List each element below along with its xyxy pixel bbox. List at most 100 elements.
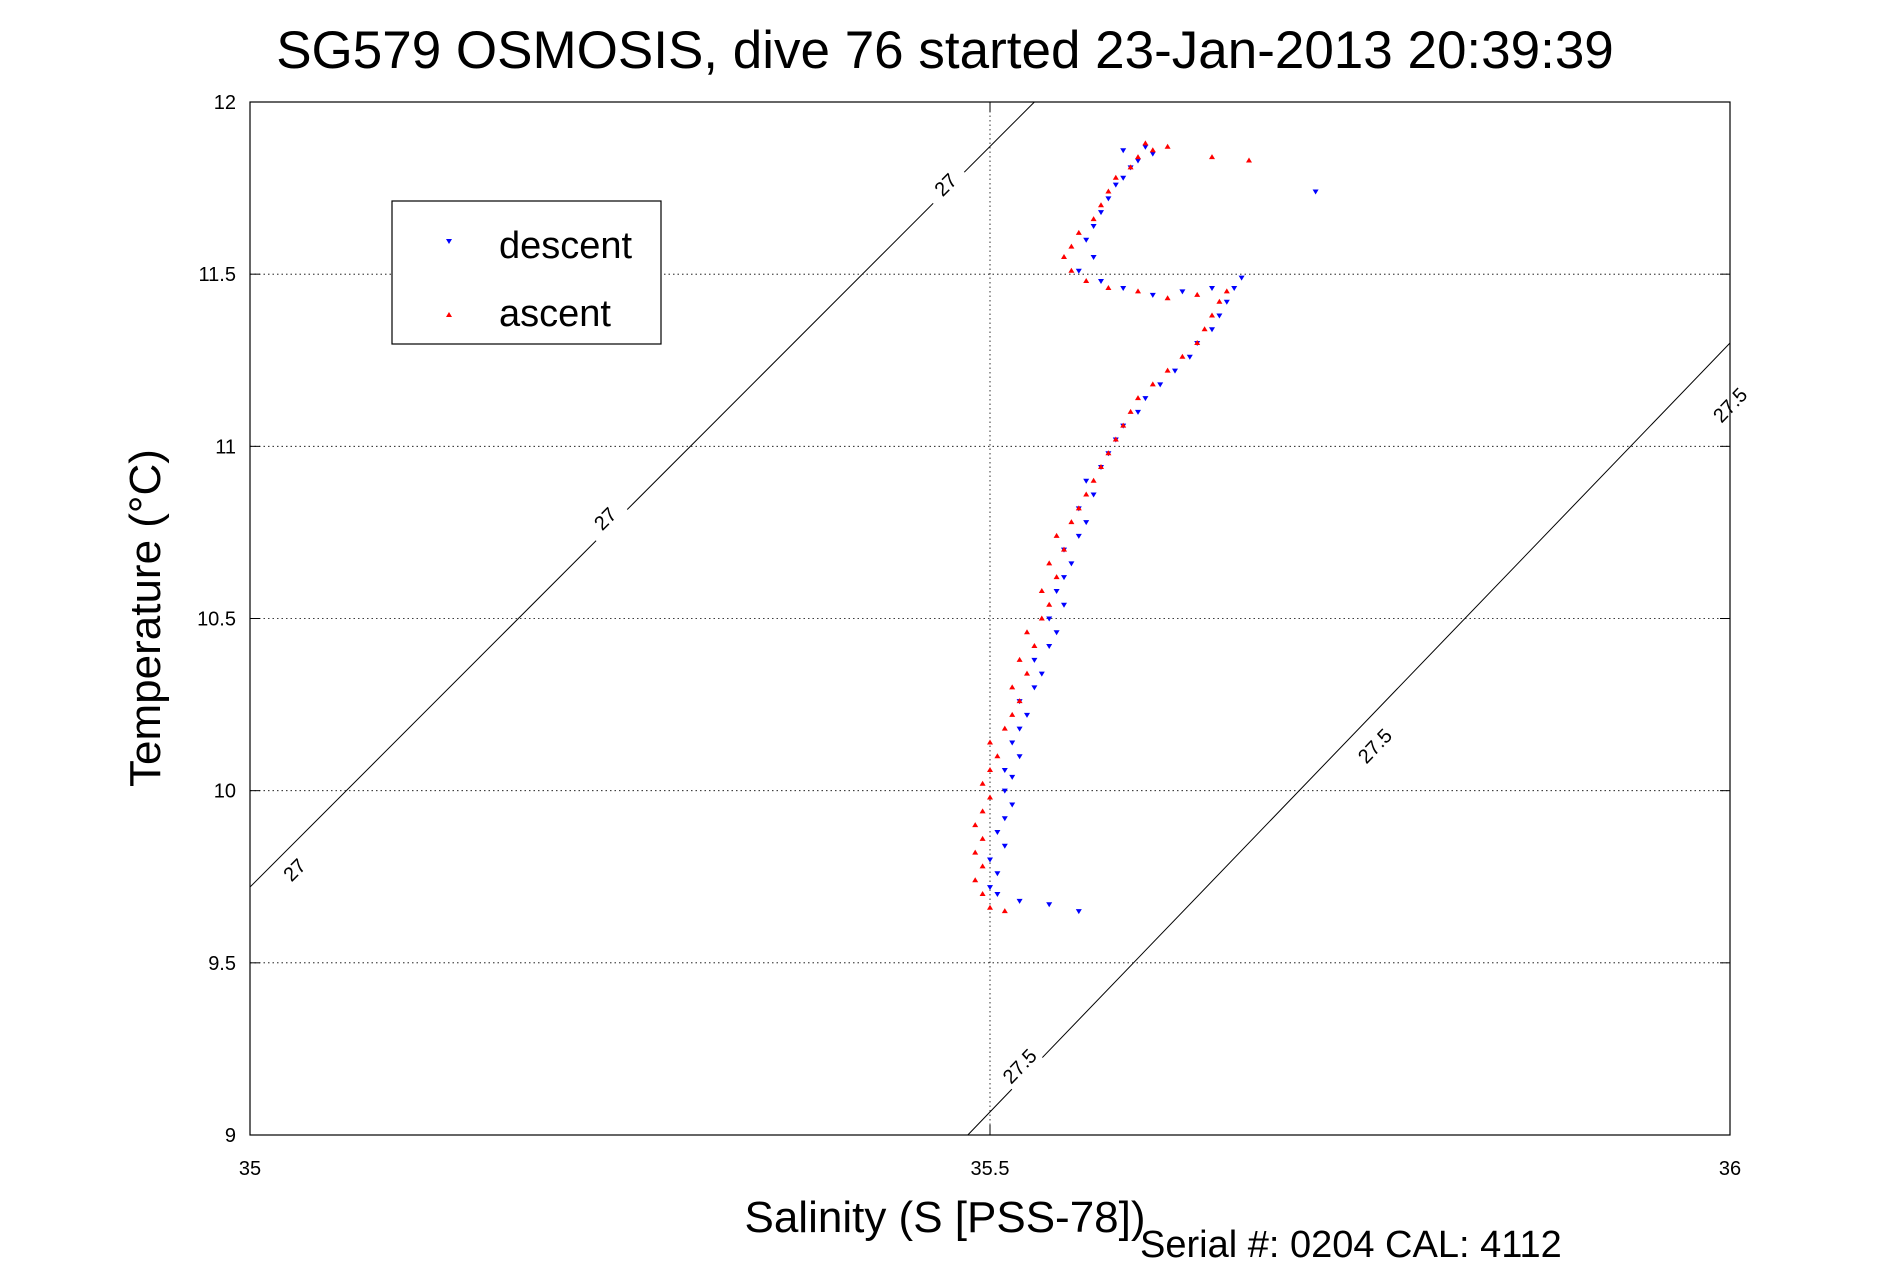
descent-point [1186, 354, 1193, 360]
ascent-point [1246, 157, 1252, 163]
y-tick-labels: 9 9.5 10 10.5 11 11.5 12 [197, 92, 236, 1147]
descent-point [1223, 299, 1230, 305]
y-tick-label: 10 [214, 781, 236, 803]
descent-point [1083, 237, 1090, 243]
x-tick-label: 35 [239, 1158, 261, 1180]
descent-point [1135, 409, 1141, 415]
ascent-point [1209, 312, 1215, 318]
ascent-point [1105, 188, 1112, 194]
descent-point [1075, 909, 1082, 915]
x-tick-label: 36 [1719, 1158, 1741, 1180]
descent-point [1157, 382, 1164, 388]
y-tick-label: 10.5 [197, 609, 236, 631]
descent-point [1016, 726, 1023, 732]
contour-label-background [581, 494, 630, 543]
ascent-point [1135, 395, 1141, 401]
ascent-point [1001, 908, 1008, 914]
ascent-point [1201, 326, 1208, 332]
descent-point [1038, 671, 1045, 677]
density-contour-line [967, 342, 1731, 1136]
ascent-point [1127, 164, 1134, 170]
ascent-point [1135, 154, 1141, 160]
ascent-point [1053, 532, 1060, 538]
ascent-point [979, 863, 986, 869]
descent-point [1061, 602, 1067, 608]
descent-point [1031, 657, 1038, 663]
descent-point [1053, 630, 1060, 636]
descent-point [1001, 768, 1008, 774]
ascent-point [987, 767, 993, 773]
y-tick-label: 9.5 [208, 953, 236, 975]
y-tick-label: 11.5 [199, 264, 236, 286]
ascent-point [1112, 436, 1119, 442]
descent-point [1172, 368, 1178, 374]
legend-descent-label: descent [499, 225, 633, 267]
ascent-point [1216, 298, 1223, 304]
descent-series [987, 144, 1319, 915]
ascent-point [1098, 463, 1104, 469]
ascent-point [1001, 725, 1008, 731]
ascent-point [1098, 202, 1104, 208]
ascent-point [1164, 295, 1171, 301]
descent-point [1031, 685, 1038, 691]
ascent-point [994, 753, 1001, 759]
contour-label-background [995, 1041, 1044, 1091]
descent-point [1231, 285, 1238, 291]
descent-point [1016, 898, 1023, 904]
ascent-point [1127, 408, 1134, 414]
ascent-point [1142, 140, 1149, 146]
legend: descent ascent [391, 200, 662, 345]
descent-point [1083, 520, 1090, 526]
ascent-point [979, 835, 986, 841]
ascent-point [1068, 243, 1075, 249]
descent-point [1024, 712, 1030, 718]
ascent-point [1209, 154, 1215, 160]
descent-point [1120, 148, 1127, 154]
ascent-point [1120, 422, 1127, 428]
descent-point [1075, 268, 1082, 274]
ascent-point [1083, 491, 1090, 497]
ascent-point [1223, 288, 1230, 294]
descent-point [994, 829, 1001, 835]
ascent-point [1164, 143, 1171, 149]
x-axis-label: Salinity (S [PSS-78]) [744, 1193, 1145, 1242]
ascent-point [1053, 574, 1060, 580]
ascent-point [1068, 267, 1075, 273]
grid-lines [250, 102, 1730, 1135]
ascent-point [972, 822, 979, 828]
ascent-point [1194, 340, 1201, 346]
descent-point [1209, 285, 1215, 291]
ascent-point [987, 794, 993, 800]
ascent-point [1083, 278, 1090, 284]
ascent-point [1075, 229, 1082, 235]
ascent-point [1038, 615, 1045, 621]
descent-point [1238, 275, 1245, 281]
x-tick-label: 35.5 [971, 1158, 1010, 1180]
legend-ascent-label: ascent [499, 293, 611, 335]
descent-point [1001, 816, 1008, 822]
descent-point [1209, 327, 1215, 333]
ascent-point [1024, 670, 1030, 676]
contour-label-background [1350, 721, 1399, 771]
descent-point [1098, 210, 1104, 216]
legend-ascent-marker [446, 312, 452, 317]
ascent-point [972, 849, 979, 855]
y-tick-label: 11 [215, 436, 236, 458]
descent-point [1120, 285, 1127, 291]
ascent-point [1179, 353, 1186, 359]
ascent-point [1009, 684, 1016, 690]
descent-point [1046, 902, 1053, 908]
ascent-point [979, 808, 986, 814]
descent-point [1179, 289, 1186, 295]
descent-point [1105, 196, 1112, 202]
ascent-point [1105, 284, 1112, 290]
ascent-point [1075, 505, 1082, 511]
contour-label-background [921, 160, 970, 209]
descent-point [1135, 158, 1141, 164]
ascent-point [987, 739, 993, 745]
ascent-point [1090, 477, 1097, 483]
ascent-point [1016, 698, 1023, 704]
descent-point [1312, 189, 1319, 195]
descent-point [1090, 223, 1097, 229]
